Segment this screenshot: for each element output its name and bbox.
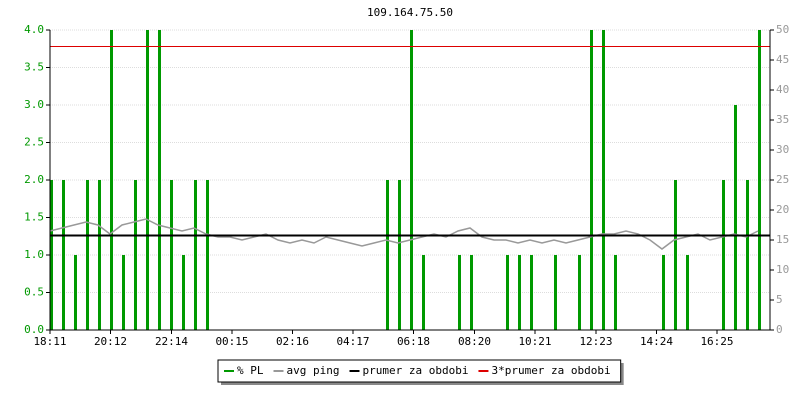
y2-tick-label: 10 [776, 263, 789, 276]
loss-bar [458, 255, 461, 330]
x-tick-label: 00:15 [215, 335, 248, 348]
loss-bar [110, 30, 113, 330]
x-tick-label: 06:18 [397, 335, 430, 348]
loss-bar [74, 255, 77, 330]
loss-bar [614, 255, 617, 330]
loss-bar [398, 180, 401, 330]
loss-bar [182, 255, 185, 330]
legend-label: % PL [237, 364, 264, 377]
loss-bar [206, 180, 209, 330]
loss-bar [62, 180, 65, 330]
loss-bar [746, 180, 749, 330]
loss-bar [662, 255, 665, 330]
loss-bar [722, 180, 725, 330]
loss-bar [758, 30, 761, 330]
x-tick-label: 16:25 [700, 335, 733, 348]
legend [217, 359, 622, 383]
loss-bar [146, 30, 149, 330]
y2-tick-label: 40 [776, 83, 789, 96]
loss-bar [386, 180, 389, 330]
y2-tick-label: 20 [776, 203, 789, 216]
loss-bar [602, 30, 605, 330]
y2-tick-label: 0 [776, 323, 783, 336]
y2-tick-label: 50 [776, 23, 789, 36]
loss-bar [422, 255, 425, 330]
y2-tick-label: 45 [776, 53, 789, 66]
x-tick-label: 08:20 [458, 335, 491, 348]
loss-bar [470, 255, 473, 330]
y-tick-label: 3.5 [24, 61, 44, 74]
y-tick-label: 1.5 [24, 211, 44, 224]
y2-tick-label: 25 [776, 173, 789, 186]
loss-bar [674, 180, 677, 330]
y-tick-label: 1.0 [24, 248, 44, 261]
loss-bar [578, 255, 581, 330]
y-tick-label: 0.0 [24, 323, 44, 336]
loss-bar [686, 255, 689, 330]
x-tick-label: 10:21 [518, 335, 551, 348]
loss-bar [134, 180, 137, 330]
x-tick-label: 22:14 [155, 335, 188, 348]
loss-bar [50, 180, 53, 330]
loss-bar [506, 255, 509, 330]
loss-bar [158, 30, 161, 330]
y2-tick-label: 30 [776, 143, 789, 156]
loss-bar [518, 255, 521, 330]
x-tick-label: 12:23 [579, 335, 612, 348]
x-tick-label: 02:16 [276, 335, 309, 348]
loss-bar [170, 180, 173, 330]
y-tick-label: 3.0 [24, 98, 44, 111]
y2-tick-label: 35 [776, 113, 789, 126]
y2-tick-label: 15 [776, 233, 789, 246]
legend-label: prumer za obdobi [362, 364, 468, 377]
y2-tick-label: 5 [776, 293, 783, 306]
loss-bar [410, 30, 413, 330]
chart-title: 109.164.75.50 [367, 6, 453, 19]
loss-bar [530, 255, 533, 330]
loss-bar [194, 180, 197, 330]
x-tick-label: 04:17 [336, 335, 369, 348]
x-tick-label: 20:12 [94, 335, 127, 348]
loss-bar [734, 105, 737, 330]
loss-bar [122, 255, 125, 330]
x-tick-label: 14:24 [640, 335, 673, 348]
y-tick-label: 4.0 [24, 23, 44, 36]
y-tick-label: 0.5 [24, 286, 44, 299]
loss-bar [86, 180, 89, 330]
y-tick-label: 2.5 [24, 136, 44, 149]
loss-bar [554, 255, 557, 330]
loss-bar [98, 180, 101, 330]
x-tick-label: 18:11 [33, 335, 66, 348]
legend-label: 3*prumer za obdobi [491, 364, 610, 377]
loss-bar [590, 30, 593, 330]
legend-label: avg ping [287, 364, 340, 377]
y-tick-label: 2.0 [24, 173, 44, 186]
